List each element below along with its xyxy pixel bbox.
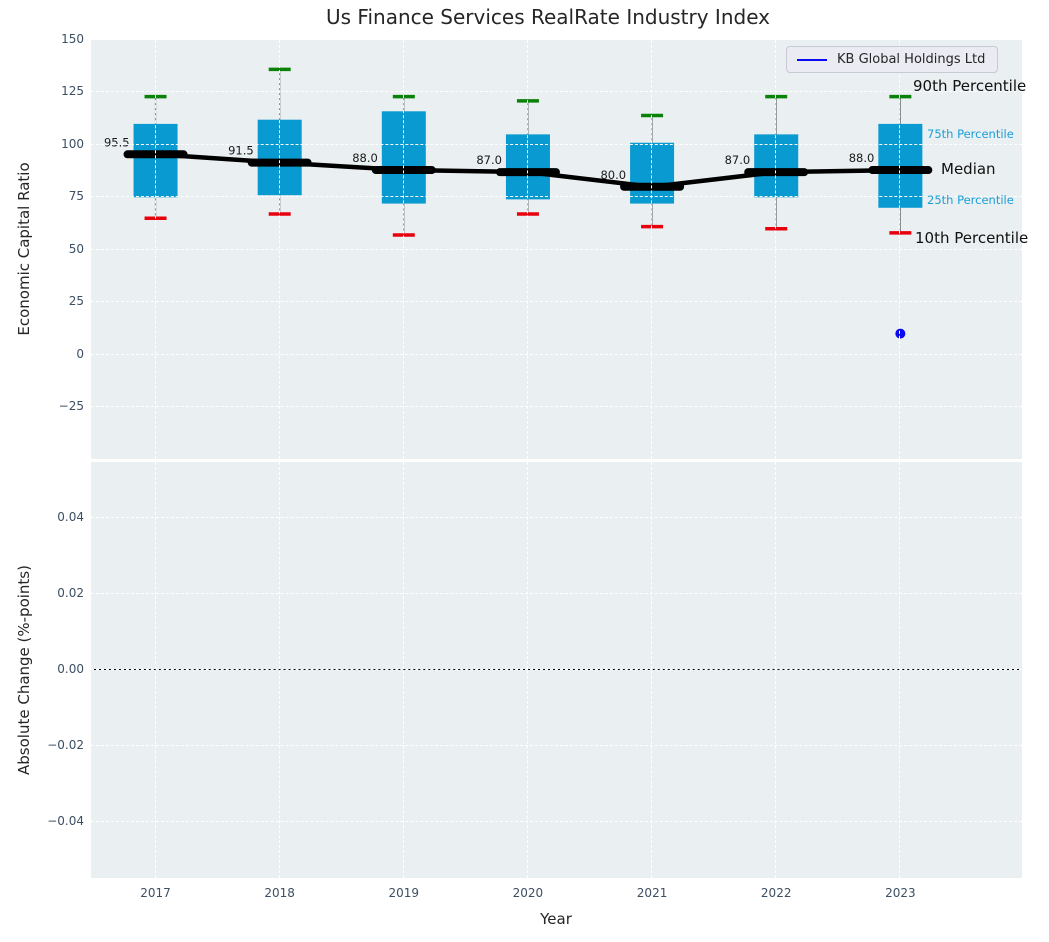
x-tick-label: 2020: [498, 886, 558, 900]
gridline-h: [91, 745, 1022, 746]
gridline-v: [527, 40, 528, 459]
y-tick-label: 0.02: [28, 586, 84, 600]
gridline-h: [91, 91, 1022, 92]
gridline-v: [899, 462, 900, 878]
x-tick-label: 2018: [250, 886, 310, 900]
box-2017: [134, 124, 178, 197]
x-tick-label: 2022: [746, 886, 806, 900]
y-tick-label: 75: [28, 189, 84, 203]
y-tick-label: 125: [28, 84, 84, 98]
gridline-h: [91, 406, 1022, 407]
median-value-label-2018: 91.5: [228, 144, 254, 158]
y-tick-label: −0.04: [28, 814, 84, 828]
legend-label: KB Global Holdings Ltd: [837, 52, 985, 67]
gridline-v: [279, 462, 280, 878]
box-2023: [878, 124, 922, 208]
gridline-v: [279, 40, 280, 459]
annotation-90th-percentile: 90th Percentile: [913, 77, 1026, 95]
annotation-75th-percentile: 75th Percentile: [927, 127, 1014, 141]
annotation-10th-percentile: 10th Percentile: [915, 229, 1028, 247]
y-tick-label: 0.04: [28, 510, 84, 524]
legend: KB Global Holdings Ltd: [786, 46, 998, 73]
median-value-label-2022: 87.0: [725, 153, 751, 167]
median-value-label-2020: 87.0: [476, 153, 502, 167]
x-tick-label: 2017: [126, 886, 186, 900]
bottom-axes: [91, 462, 1022, 878]
gridline-v: [155, 462, 156, 878]
gridline-h: [91, 196, 1022, 197]
y-tick-label: 0.00: [28, 662, 84, 676]
gridline-h: [91, 593, 1022, 594]
gridline-v: [775, 462, 776, 878]
median-value-label-2017: 95.5: [104, 135, 130, 149]
box-2019: [382, 111, 426, 203]
gridline-v: [155, 40, 156, 459]
y-tick-label: 25: [28, 294, 84, 308]
y-tick-label: 0: [28, 347, 84, 361]
gridline-h: [91, 669, 1022, 670]
y-tick-label: 100: [28, 137, 84, 151]
legend-line-icon: [797, 59, 827, 61]
gridline-h: [91, 301, 1022, 302]
gridline-h: [91, 354, 1022, 355]
x-tick-label: 2023: [870, 886, 930, 900]
box-2021: [630, 143, 674, 204]
gridline-v: [403, 462, 404, 878]
gridline-v: [775, 40, 776, 459]
annotation-median: Median: [941, 160, 996, 178]
gridline-h: [91, 144, 1022, 145]
top-axes: 95.5 91.5 88.0 87.0 80.0 87.0 88.0: [91, 40, 1022, 459]
median-value-label-2019: 88.0: [352, 151, 378, 165]
annotation-25th-percentile: 25th Percentile: [927, 193, 1014, 207]
gridline-v: [403, 40, 404, 459]
gridline-v: [651, 462, 652, 878]
median-value-label-2021: 80.0: [600, 168, 626, 182]
box-2018: [258, 120, 302, 195]
x-tick-label: 2021: [622, 886, 682, 900]
gridline-v: [527, 462, 528, 878]
gridline-v: [899, 40, 900, 459]
figure: Us Finance Services RealRate Industry In…: [0, 0, 1049, 942]
chart-title: Us Finance Services RealRate Industry In…: [0, 5, 1049, 29]
y-tick-label: 150: [28, 32, 84, 46]
x-axis-label: Year: [540, 910, 572, 928]
y-tick-label: 50: [28, 242, 84, 256]
median-value-label-2023: 88.0: [849, 151, 875, 165]
company-dot: [895, 329, 905, 339]
y-tick-label: −25: [28, 399, 84, 413]
gridline-v: [651, 40, 652, 459]
x-tick-label: 2019: [374, 886, 434, 900]
y-tick-label: −0.02: [28, 738, 84, 752]
gridline-h: [91, 249, 1022, 250]
gridline-h: [91, 821, 1022, 822]
gridline-h: [91, 517, 1022, 518]
